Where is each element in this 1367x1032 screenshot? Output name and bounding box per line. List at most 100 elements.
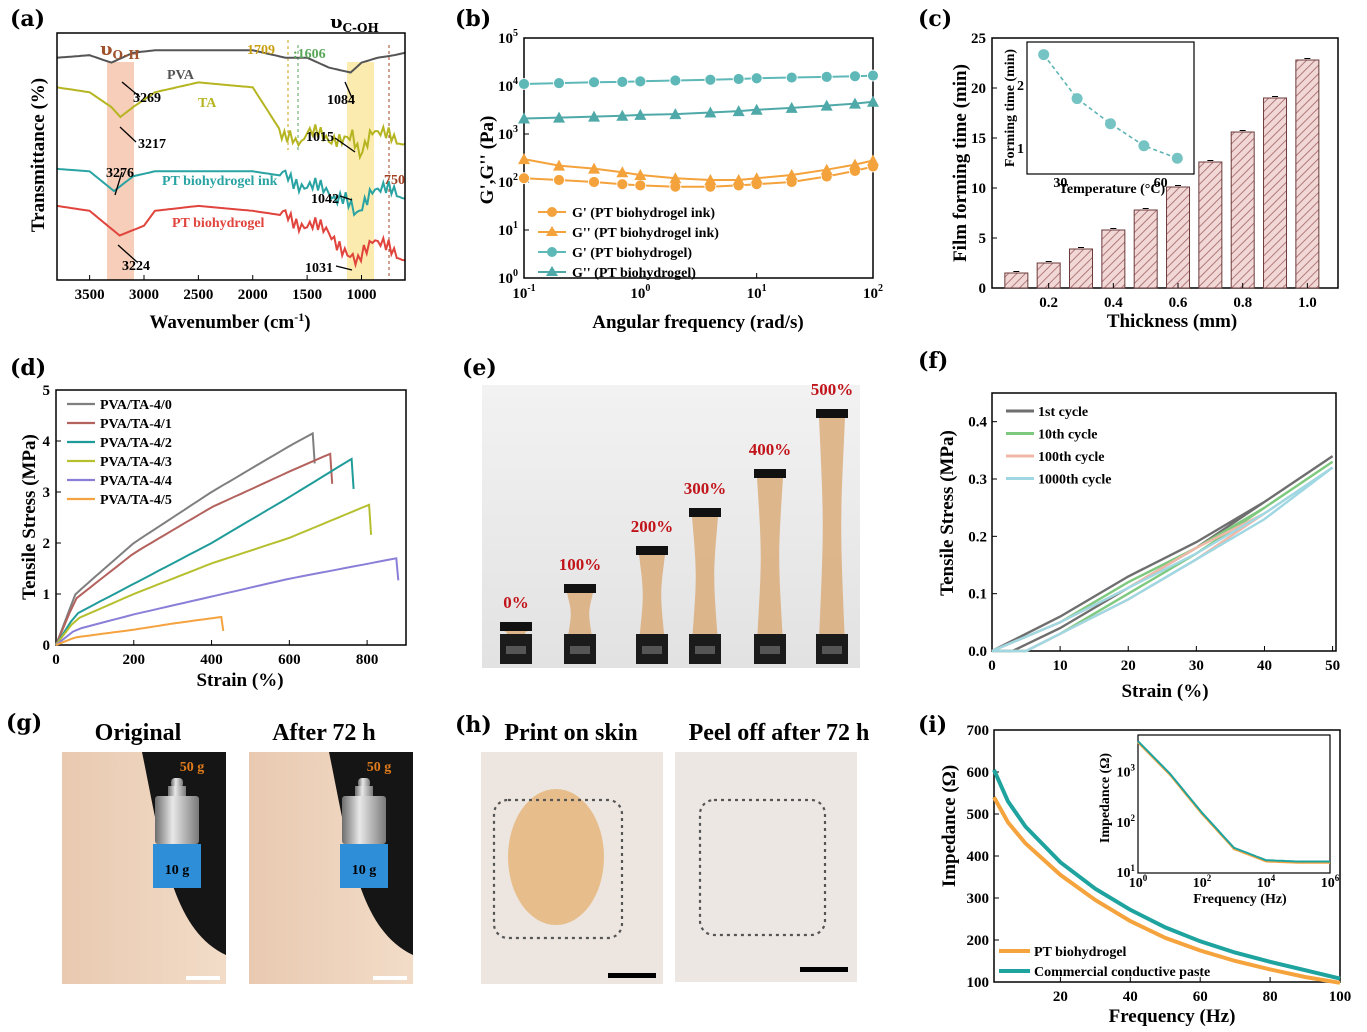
d-xtick-label: 400: [200, 652, 223, 668]
i-line-series-2: [992, 769, 1341, 981]
i-xtick-label: 60: [1193, 989, 1208, 1005]
b-point: [634, 168, 647, 180]
i-ytick-label: 200: [967, 933, 990, 949]
c-ytick-label: 5: [979, 231, 987, 247]
c-xtick-label: 0.2: [1039, 295, 1058, 311]
b-point: [704, 174, 717, 186]
g-arm-skin: [62, 752, 226, 984]
i-xtick-label: 40: [1123, 989, 1138, 1005]
f-ytick-label: 0.0: [968, 644, 987, 660]
d-legend-label: PVA/TA-4/0: [100, 398, 172, 413]
band-oh: [107, 62, 134, 280]
b-point: [785, 71, 798, 84]
peak-1042: 1042: [311, 192, 339, 207]
b-ytick-base: 10: [498, 79, 513, 95]
label-ta: TA: [198, 96, 217, 111]
panel-e-photo: 0% 100% 200% 300% 400% 500%: [482, 380, 860, 668]
c-bar: [1069, 248, 1094, 289]
i-inset-xtick-exp: 2: [1207, 873, 1212, 883]
e-strain-label: 100%: [559, 555, 602, 574]
a-x-ticks: 3500 3000 2500 2000 1500 1000: [75, 275, 377, 303]
i-ytick-label: 400: [967, 849, 990, 865]
b-point: [616, 166, 629, 178]
e-clamp-detail: [760, 646, 780, 654]
peak-1015: 1015: [306, 130, 334, 145]
axes-frame-b: [523, 37, 874, 279]
b-ytick-base: 10: [498, 223, 513, 239]
b-xtick-label: 100: [630, 283, 650, 302]
c-inset-point: [1171, 152, 1183, 164]
c-bars: [1004, 58, 1320, 289]
i-inset-ytick-exp: 1: [1131, 863, 1136, 873]
i-x-label: Frequency (Hz): [1109, 1006, 1236, 1027]
b-point: [553, 159, 566, 171]
g-scalebar: [186, 976, 220, 980]
c-bar: [1263, 97, 1288, 289]
b-point: [867, 95, 879, 107]
i-inset-ytick-exp: 3: [1131, 763, 1136, 773]
c-ticks: 0.2 0.4 0.6 0.8 1.0 0 5 10 15 20 25: [971, 31, 1317, 311]
d-xtick-label: 200: [123, 652, 146, 668]
i-ytick-label: 700: [967, 723, 990, 739]
g-weight-label-10: 10 g: [352, 863, 377, 878]
d-line-series-3: [55, 457, 355, 646]
panel-label-f: (f): [918, 348, 948, 374]
b-line-series-1: [523, 165, 874, 188]
b-ytick-base: 10: [498, 271, 513, 287]
g-weight-neck: [168, 786, 186, 798]
b-point: [588, 176, 600, 188]
b-ytick-label: 103: [498, 124, 518, 143]
panel-g-photos: Original After 72 h 50 g 10 g 50 g 10 g: [62, 720, 413, 984]
g-weight-body: [155, 796, 199, 844]
i-inset-xtick: 104: [1257, 873, 1276, 891]
i-inset-ytick-base: 10: [1117, 766, 1131, 781]
b-point: [867, 154, 879, 166]
f-ytick-label: 0.3: [968, 472, 987, 488]
d-x-label: Strain (%): [196, 670, 283, 691]
panel-label-a: (a): [10, 6, 45, 32]
c-xtick-label: 0.4: [1104, 295, 1123, 311]
b-ytick-label: 100: [498, 268, 518, 287]
f-xtick-label: 10: [1053, 658, 1068, 674]
e-samples: 0% 100% 200% 300% 400% 500%: [500, 380, 853, 664]
d-ytick-label: 0: [43, 638, 51, 654]
b-point: [750, 103, 763, 115]
h-title-peel: Peel off after 72 h: [689, 720, 870, 746]
b-point: [518, 172, 530, 185]
f-legend-label: 100th cycle: [1038, 450, 1104, 465]
e-clamp-detail: [822, 646, 842, 654]
a-xtick-label: 3000: [129, 287, 159, 303]
i-inset-ytick: 102: [1117, 813, 1136, 831]
g-weight-neck: [355, 786, 373, 798]
b-xtick-exp: 0: [645, 283, 650, 294]
b-point: [634, 75, 647, 88]
b-point: [732, 174, 745, 186]
a-arrows: [114, 81, 356, 271]
b-ytick-base: 10: [498, 31, 513, 47]
i-inset-xtick-base: 10: [1193, 876, 1207, 891]
b-point: [616, 109, 629, 121]
b-point: [820, 163, 833, 175]
f-xtick-label: 20: [1121, 658, 1136, 674]
f-y-label: Tensile Stress (MPa): [937, 430, 958, 596]
band-oh-label: υO-H: [100, 39, 140, 62]
e-hydrogel-strip: [567, 593, 593, 642]
i-inset-x-label: Frequency (Hz): [1193, 892, 1287, 907]
c-xtick-label: 1.0: [1298, 295, 1317, 311]
peak-3217: 3217: [138, 137, 166, 152]
c-inset-point: [1071, 93, 1083, 105]
b-xtick-base: 10: [747, 286, 762, 302]
i-inset-ytick-base: 10: [1117, 866, 1131, 881]
c-bar: [1133, 209, 1158, 289]
c-inset-point: [1105, 118, 1116, 130]
a-line-series-2: [56, 81, 406, 161]
d-series-lines: [55, 431, 400, 646]
b-point: [518, 112, 530, 124]
b-xtick-base: 10: [630, 286, 645, 302]
i-inset-ytick: 103: [1117, 763, 1136, 781]
g-photo-group: 50 g 10 g 50 g 10 g: [62, 752, 413, 984]
i-inset-ytick-exp: 2: [1131, 813, 1136, 823]
i-line-series-1: [992, 796, 1341, 985]
axes-frame-a: [56, 32, 406, 281]
c-ytick-label: 15: [971, 131, 986, 147]
